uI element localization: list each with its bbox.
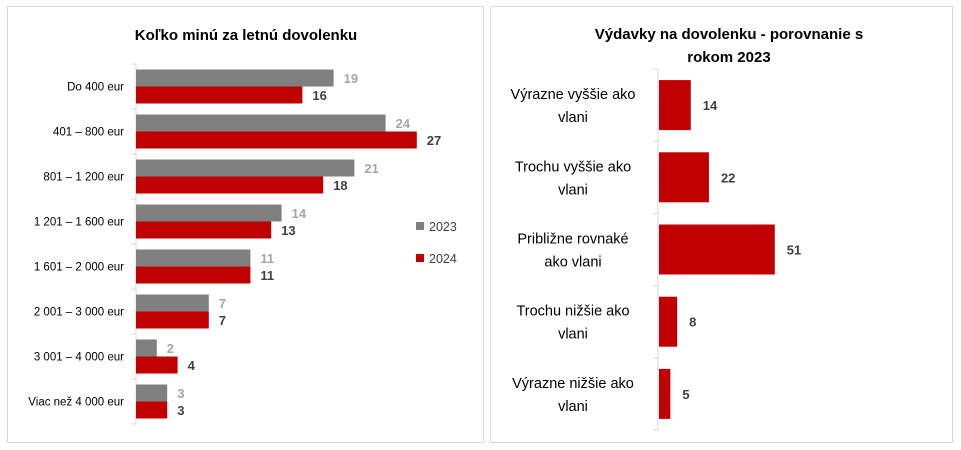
category-label: Trochu nižšie ako	[516, 304, 629, 320]
chart-panel-spending: Koľko minú za letnú dovolenku Do 400 eur 1…	[7, 6, 484, 443]
bar	[659, 368, 671, 419]
legend-swatch-2023	[416, 222, 424, 230]
data-label-2024: 11	[260, 268, 274, 283]
bar-2024	[136, 131, 417, 149]
data-label: 14	[703, 98, 718, 113]
data-label-2024: 7	[219, 313, 226, 328]
category-label: 401 – 800 eur	[53, 127, 124, 139]
bar-2024	[136, 86, 303, 104]
data-label-2024: 18	[333, 178, 347, 193]
bar-2024	[136, 311, 209, 329]
category-label: Výrazne vyššie ako	[511, 87, 636, 103]
chart-panel-comparison: Výdavky na dovolenku - porovnanie s rokom…	[490, 6, 953, 443]
bar	[659, 296, 678, 347]
bar-2023	[136, 114, 386, 132]
category-label: 3 001 – 4 000 eur	[34, 352, 124, 364]
data-label-2023: 11	[260, 251, 274, 266]
category-label: vlani	[558, 327, 588, 343]
category-label: Výrazne nižšie ako	[512, 376, 634, 392]
data-label-2023: 14	[292, 206, 307, 221]
data-label-2023: 2	[167, 341, 174, 356]
bar	[659, 224, 775, 275]
data-label: 51	[787, 243, 801, 258]
category-label: vlani	[558, 110, 588, 126]
data-label-2024: 27	[427, 133, 441, 148]
bar	[659, 80, 691, 131]
chart-title: rokom 2023	[687, 49, 770, 66]
category-label: Trochu vyššie ako	[515, 159, 631, 175]
category-label: 801 – 1 200 eur	[43, 172, 124, 184]
bar-2023	[136, 69, 334, 87]
legend-swatch-2024	[416, 254, 424, 262]
data-label: 8	[689, 315, 696, 330]
data-label-2024: 16	[312, 88, 326, 103]
spending-bar-chart: Koľko minú za letnú dovolenku Do 400 eur 1…	[28, 27, 457, 425]
data-label-2023: 19	[344, 71, 358, 86]
data-label-2023: 21	[364, 161, 378, 176]
category-label: 1 201 – 1 600 eur	[34, 217, 124, 229]
bar-2023	[136, 384, 168, 402]
data-label-2024: 13	[281, 223, 295, 238]
category-label: Do 400 eur	[67, 82, 124, 94]
bar	[659, 152, 709, 203]
chart-title: Koľko minú za letnú dovolenku	[135, 27, 357, 44]
bar-2023	[136, 339, 157, 357]
category-label: vlani	[558, 399, 588, 415]
bar-2024	[136, 176, 324, 194]
bar-2023	[136, 204, 282, 222]
category-label: Viac než 4 000 eur	[28, 397, 124, 409]
bar-2024	[136, 221, 272, 239]
category-label: 2 001 – 3 000 eur	[34, 307, 124, 319]
data-label-2024: 4	[188, 358, 196, 373]
data-label: 5	[682, 387, 689, 402]
data-label: 22	[721, 170, 735, 185]
legend-label-2023: 2023	[429, 220, 457, 234]
category-label: 1 601 – 2 000 eur	[34, 262, 124, 274]
data-label-2024: 3	[177, 403, 184, 418]
category-label: Približne rovnaké	[517, 232, 628, 248]
legend-label-2024: 2024	[429, 252, 457, 266]
chart-title: Výdavky na dovolenku - porovnanie s	[595, 26, 863, 43]
data-label-2023: 3	[177, 386, 184, 401]
data-label-2023: 24	[396, 116, 411, 131]
data-label-2023: 7	[219, 296, 226, 311]
comparison-bar-chart: Výdavky na dovolenku - porovnanie s rokom…	[511, 26, 863, 431]
bar-2024	[136, 266, 251, 284]
bar-2024	[136, 401, 168, 419]
bar-2023	[136, 249, 251, 267]
category-label: ako vlani	[544, 255, 601, 271]
bar-2023	[136, 159, 355, 177]
bar-2024	[136, 356, 178, 374]
category-label: vlani	[558, 182, 588, 198]
bar-2023	[136, 294, 209, 312]
